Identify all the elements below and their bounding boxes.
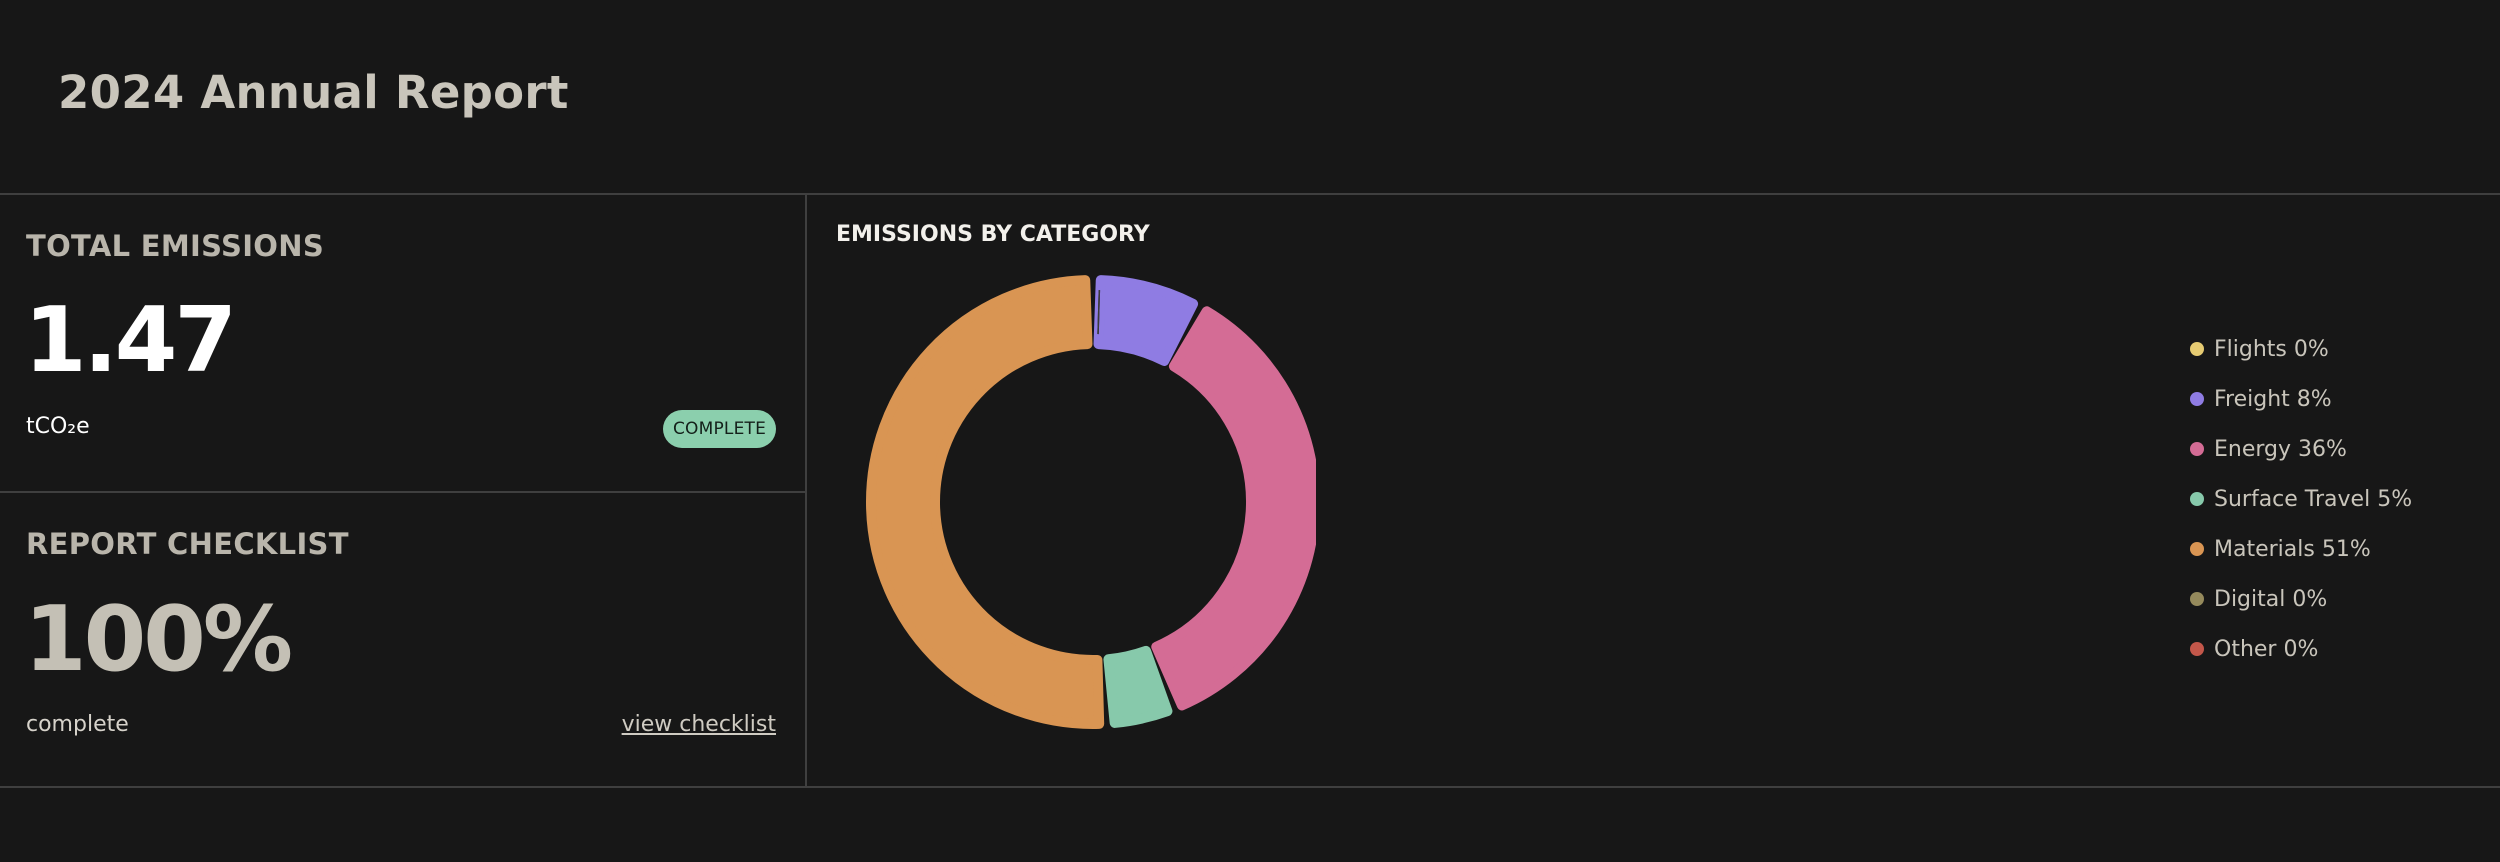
total-emissions-value: 1.47 bbox=[24, 288, 237, 393]
legend-swatch bbox=[2190, 492, 2204, 506]
legend-item-freight: Freight 8% bbox=[2190, 374, 2412, 424]
legend-swatch bbox=[2190, 642, 2204, 656]
legend-label: Surface Travel 5% bbox=[2214, 486, 2413, 512]
legend-swatch bbox=[2190, 592, 2204, 606]
view-checklist-link[interactable]: view checklist bbox=[621, 712, 776, 737]
donut-slice-energy bbox=[1151, 306, 1316, 711]
legend-label: Materials 51% bbox=[2214, 536, 2371, 562]
column-divider bbox=[805, 193, 807, 788]
page-title: 2024 Annual Report bbox=[58, 66, 569, 119]
legend-item-materials: Materials 51% bbox=[2190, 524, 2412, 574]
legend-label: Energy 36% bbox=[2214, 436, 2347, 462]
checklist-percent: 100% bbox=[24, 587, 293, 692]
legend-swatch bbox=[2190, 542, 2204, 556]
legend-item-flights: Flights 0% bbox=[2190, 324, 2412, 374]
donut-slice-surface-travel bbox=[1103, 645, 1173, 728]
legend-item-other: Other 0% bbox=[2190, 624, 2412, 674]
report-checklist-heading: REPORT CHECKLIST bbox=[26, 527, 349, 561]
donut-slice-freight bbox=[1093, 275, 1199, 366]
legend-label: Other 0% bbox=[2214, 636, 2319, 662]
chart-title: EMISSIONS BY CATEGORY bbox=[836, 222, 1150, 247]
legend-item-digital: Digital 0% bbox=[2190, 574, 2412, 624]
legend-swatch bbox=[2190, 342, 2204, 356]
header-divider bbox=[0, 193, 2500, 195]
checklist-caption: complete bbox=[26, 712, 129, 737]
emissions-donut-chart bbox=[866, 275, 1316, 729]
legend-swatch bbox=[2190, 442, 2204, 456]
legend-label: Digital 0% bbox=[2214, 586, 2328, 612]
legend-label: Freight 8% bbox=[2214, 386, 2332, 412]
donut-slice-materials bbox=[866, 275, 1105, 729]
card-divider bbox=[0, 491, 806, 493]
chart-legend: Flights 0% Freight 8% Energy 36% Surface Tr… bbox=[2190, 324, 2412, 674]
emissions-unit: tCO₂e bbox=[26, 414, 90, 439]
legend-item-energy: Energy 36% bbox=[2190, 424, 2412, 474]
donut-slice-other bbox=[1097, 290, 1101, 335]
legend-swatch bbox=[2190, 392, 2204, 406]
status-badge: COMPLETE bbox=[663, 410, 776, 448]
footer-divider bbox=[0, 786, 2500, 788]
legend-label: Flights 0% bbox=[2214, 336, 2329, 362]
legend-item-surface-travel: Surface Travel 5% bbox=[2190, 474, 2412, 524]
total-emissions-heading: TOTAL EMISSIONS bbox=[26, 229, 325, 263]
